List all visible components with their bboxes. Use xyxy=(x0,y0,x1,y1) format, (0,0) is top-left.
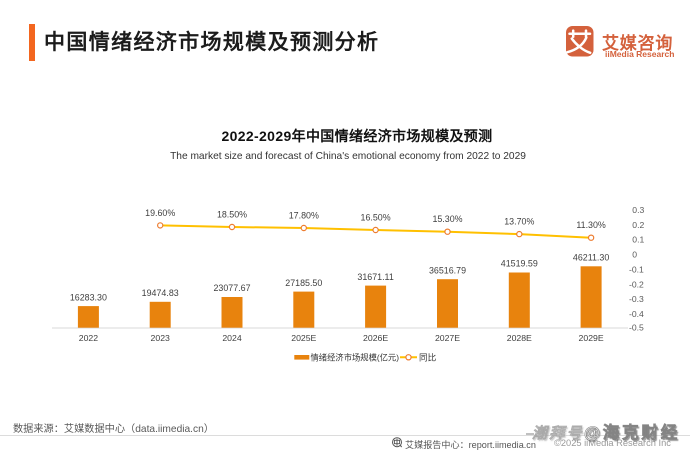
svg-text:15.30%: 15.30% xyxy=(432,214,462,224)
svg-text:41519.59: 41519.59 xyxy=(501,259,538,269)
svg-text:同比: 同比 xyxy=(419,352,437,363)
svg-text:46211.30: 46211.30 xyxy=(573,253,609,263)
svg-text:2025E: 2025E xyxy=(291,333,316,343)
svg-text:19474.83: 19474.83 xyxy=(142,288,179,298)
svg-text:2027E: 2027E xyxy=(435,333,460,343)
svg-text:2026E: 2026E xyxy=(363,333,388,343)
svg-text:2023: 2023 xyxy=(151,333,170,343)
svg-text:2024: 2024 xyxy=(222,333,241,343)
svg-text:0: 0 xyxy=(632,250,637,260)
svg-text:36516.79: 36516.79 xyxy=(429,265,466,275)
svg-text:27185.50: 27185.50 xyxy=(285,278,322,288)
svg-text:-0.4: -0.4 xyxy=(629,309,644,319)
svg-text:11.30%: 11.30% xyxy=(576,220,606,230)
svg-text:2029E: 2029E xyxy=(579,333,604,343)
svg-text:31671.11: 31671.11 xyxy=(357,272,393,282)
svg-text:-0.5: -0.5 xyxy=(629,323,644,333)
svg-text:2028E: 2028E xyxy=(507,333,532,343)
svg-text:-0.1: -0.1 xyxy=(629,265,644,275)
svg-text:13.70%: 13.70% xyxy=(504,217,534,227)
svg-text:18.50%: 18.50% xyxy=(217,210,247,220)
svg-text:-0.3: -0.3 xyxy=(629,294,644,304)
svg-text:2022: 2022 xyxy=(79,333,98,343)
svg-text:17.80%: 17.80% xyxy=(289,211,319,221)
svg-text:情绪经济市场规模(亿元): 情绪经济市场规模(亿元) xyxy=(311,353,400,363)
svg-text:16.50%: 16.50% xyxy=(361,213,391,223)
svg-text:16283.30: 16283.30 xyxy=(70,292,107,302)
svg-text:23077.67: 23077.67 xyxy=(213,283,250,293)
svg-text:0.3: 0.3 xyxy=(632,205,644,215)
svg-text:0.2: 0.2 xyxy=(632,220,644,230)
svg-text:19.60%: 19.60% xyxy=(145,208,175,218)
svg-text:-0.2: -0.2 xyxy=(629,279,644,289)
svg-text:0.1: 0.1 xyxy=(632,235,644,245)
